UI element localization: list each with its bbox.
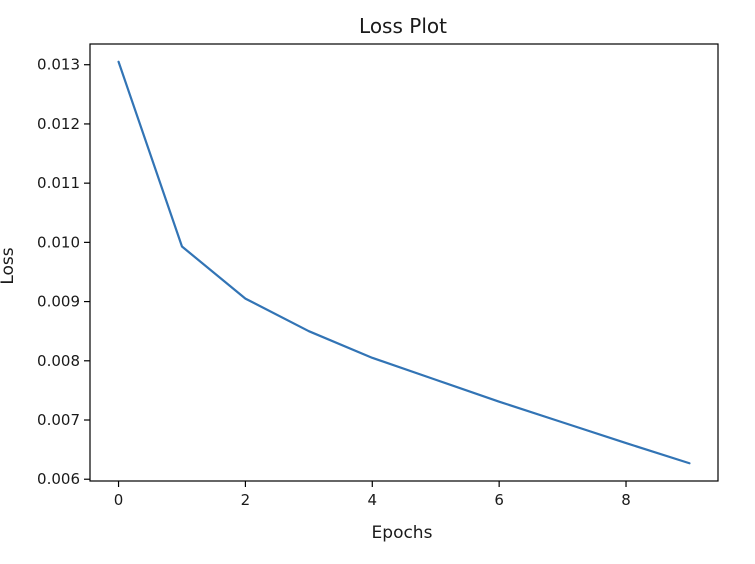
y-tick-label: 0.006 bbox=[37, 470, 80, 488]
series-layer bbox=[117, 60, 691, 465]
x-axis-label: Epochs bbox=[372, 523, 433, 543]
y-tick-label: 0.007 bbox=[37, 411, 80, 429]
x-axis-ticks: 0 2 4 6 8 bbox=[114, 481, 631, 509]
x-tick-label: 2 bbox=[241, 491, 251, 509]
x-tick-label: 8 bbox=[621, 491, 631, 509]
loss-series-line bbox=[117, 60, 691, 465]
y-tick-label: 0.011 bbox=[37, 174, 80, 192]
y-axis-ticks: 0.006 0.007 0.008 0.009 0.010 0.011 0.012 0.013 bbox=[37, 56, 90, 488]
y-tick-label: 0.009 bbox=[37, 293, 80, 311]
x-tick-label: 4 bbox=[368, 491, 378, 509]
y-axis-label: Loss bbox=[0, 247, 18, 284]
y-tick-label: 0.013 bbox=[37, 56, 80, 74]
x-tick-label: 0 bbox=[114, 491, 124, 509]
y-tick-label: 0.012 bbox=[37, 115, 80, 133]
x-tick-label: 6 bbox=[494, 491, 504, 509]
plot-area-frame bbox=[89, 43, 719, 482]
chart-title: Loss Plot bbox=[359, 14, 447, 38]
y-tick-label: 0.008 bbox=[37, 352, 80, 370]
y-tick-label: 0.010 bbox=[37, 233, 80, 251]
